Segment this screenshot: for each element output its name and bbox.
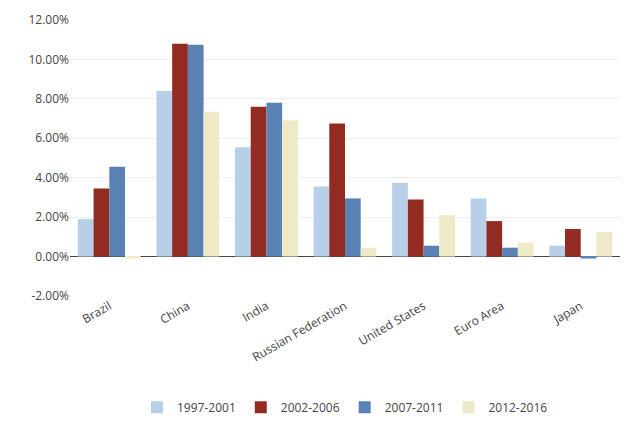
svg-text:China: China <box>157 297 193 328</box>
svg-text:-2.00%: -2.00% <box>31 287 69 304</box>
svg-text:2012-2016: 2012-2016 <box>488 399 547 416</box>
svg-text:Euro Area: Euro Area <box>451 297 507 339</box>
svg-text:2.00%: 2.00% <box>35 208 69 225</box>
svg-text:India: India <box>239 297 272 326</box>
svg-text:United States: United States <box>355 297 429 349</box>
svg-text:4.00%: 4.00% <box>35 169 69 186</box>
svg-text:Japan: Japan <box>549 297 585 328</box>
svg-text:Brazil: Brazil <box>79 297 114 327</box>
svg-text:2007-2011: 2007-2011 <box>385 399 444 416</box>
svg-text:10.00%: 10.00% <box>28 51 69 68</box>
svg-text:Russian Federation: Russian Federation <box>249 297 350 365</box>
svg-text:2002-2006: 2002-2006 <box>281 399 340 416</box>
svg-text:1997-2001: 1997-2001 <box>177 399 236 416</box>
svg-text:12.00%: 12.00% <box>28 11 69 28</box>
svg-text:8.00%: 8.00% <box>35 90 69 107</box>
svg-text:0.00%: 0.00% <box>35 248 69 265</box>
svg-text:6.00%: 6.00% <box>35 129 69 146</box>
